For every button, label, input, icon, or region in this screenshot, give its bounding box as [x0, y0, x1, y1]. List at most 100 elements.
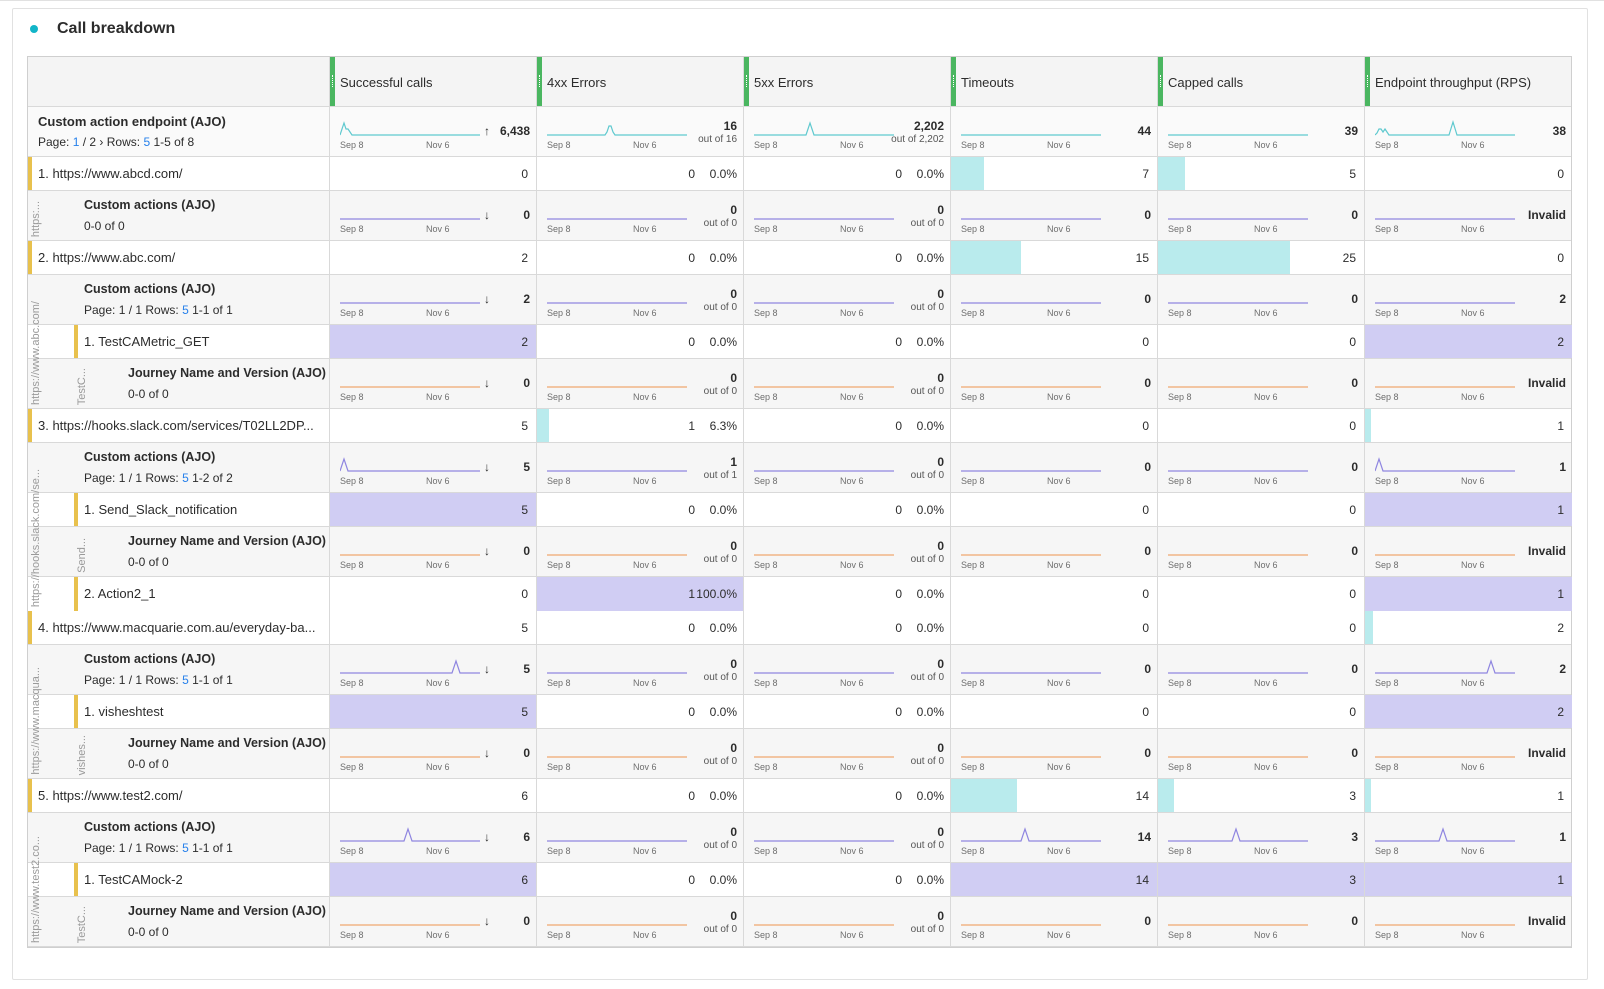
axis-start-label: Sep 8 [1168, 678, 1192, 688]
metric-cell-capped: 5 [1158, 157, 1365, 190]
dimension-row[interactable]: 1. visheshtest 5 0 0.0% 0 0.0% 0 0 2 [28, 695, 1572, 729]
sparkline [754, 924, 894, 926]
next-page-icon[interactable]: › [99, 135, 107, 149]
sparkline [1168, 924, 1308, 926]
drag-handle-icon[interactable] [951, 57, 956, 106]
group-block: 1. https://www.abcd.com/0 0 0.0% 0 0.0% 7 5 0 Cu… [28, 157, 1571, 241]
dimension-label[interactable]: 2. https://www.abc.com/ [28, 241, 330, 274]
dimension-item-text[interactable]: 1. Send_Slack_notification [84, 502, 238, 517]
dimension-row[interactable]: 3. https://hooks.slack.com/services/T02L… [28, 409, 1571, 443]
dimension-item-text[interactable]: 4. https://www.macquarie.com.au/everyday… [38, 620, 316, 635]
dimension-item-text[interactable]: 1. visheshtest [84, 704, 164, 719]
metric-value: 0 [1349, 503, 1356, 517]
header-row: Successful calls 4xx Errors 5xx Errors Time… [28, 57, 1571, 107]
breakdown-metric-value: 2 [1559, 662, 1566, 676]
column-header-label: Timeouts [961, 75, 1014, 90]
dimension-row[interactable]: 5. https://www.test2.com/6 0 0.0% 0 0.0% 14 3 1 [28, 779, 1571, 813]
column-header[interactable]: Successful calls [330, 57, 537, 106]
rows-select[interactable]: 5 [182, 303, 189, 317]
axis-start-label: Sep 8 [1168, 476, 1192, 486]
metric-value: 0 [895, 503, 902, 517]
totals-label: Custom action endpoint (AJO) Page: 1 / 2 … [28, 107, 330, 156]
dimension-item-text[interactable]: 5. https://www.test2.com/ [38, 788, 183, 803]
dimension-label[interactable]: 5. https://www.test2.com/ [28, 779, 330, 812]
dimension-label[interactable]: 1. visheshtest [28, 695, 330, 728]
drag-handle-icon[interactable] [744, 57, 749, 106]
rows-label: Rows: [106, 135, 144, 149]
column-header[interactable]: Endpoint throughput (RPS) [1365, 57, 1572, 106]
metric-value: 0 [1349, 419, 1356, 433]
metric-value: 1 [1557, 587, 1564, 601]
rows-select[interactable]: 5 [182, 841, 189, 855]
dimension-label[interactable]: 1. TestCAMock-2 [28, 863, 330, 896]
axis-start-label: Sep 8 [547, 392, 571, 402]
sparkline [754, 554, 894, 556]
axis-start-label: Sep 8 [1168, 560, 1192, 570]
axis-end-label: Nov 6 [1254, 560, 1278, 570]
page-current[interactable]: 1 [72, 135, 80, 149]
dimension-item-text[interactable]: 2. https://www.abc.com/ [38, 250, 176, 265]
axis-start-label: Sep 8 [754, 678, 778, 688]
dimension-item-text[interactable]: 1. TestCAMock-2 [84, 872, 183, 887]
dimension-item-text[interactable]: 1. TestCAMetric_GET [84, 334, 210, 349]
dimension-row[interactable]: 2. https://www.abc.com/2 0 0.0% 0 0.0% 15 25 0 [28, 241, 1571, 275]
metric-cell-success: 5 [330, 611, 537, 644]
dimension-label[interactable]: 1. https://www.abcd.com/ [28, 157, 330, 190]
metric-cell-e5: 0 0.0% [744, 409, 951, 442]
dimension-row[interactable]: 4. https://www.macquarie.com.au/everyday… [28, 611, 1571, 645]
dimension-label[interactable]: 3. https://hooks.slack.com/services/T02L… [28, 409, 330, 442]
axis-start-label: Sep 8 [547, 224, 571, 234]
axis-start-label: Sep 8 [340, 392, 364, 402]
dimension-row[interactable]: 1. TestCAMock-2 6 0 0.0% 0 0.0% 14 3 1 [28, 863, 1572, 897]
rows-select[interactable]: 5 [143, 135, 151, 149]
column-header[interactable]: Timeouts [951, 57, 1158, 106]
metric-value: 0 [895, 705, 902, 719]
out-of-label: out of 0 [910, 470, 944, 481]
dimension-title: Custom action endpoint (AJO) [38, 114, 226, 129]
row-marker [74, 863, 78, 896]
breakdown-metric-cell: Sep 8 Nov 6 0 out of 0 [744, 443, 951, 492]
item-sidebar: vishes... [74, 729, 90, 779]
axis-start-label: Sep 8 [547, 762, 571, 772]
metric-value: 0 [1557, 167, 1564, 181]
item-sidebar-text: TestC... [76, 905, 88, 943]
drag-handle-icon[interactable] [1158, 57, 1163, 106]
dimension-label[interactable]: 4. https://www.macquarie.com.au/everyday… [28, 611, 330, 644]
dimension-item-text[interactable]: 3. https://hooks.slack.com/services/T02L… [38, 418, 314, 433]
trend-down-icon: ↓ [484, 208, 490, 222]
sparkline [1375, 386, 1515, 388]
dimension-row[interactable]: 1. TestCAMetric_GET 2 0 0.0% 0 0.0% 0 0 2 [28, 325, 1572, 359]
breakdown-metric-value: 0 [937, 287, 944, 301]
breakdown-metric-cell: Sep 8 Nov 6 Invalid [1365, 527, 1572, 576]
dimension-item-text[interactable]: 1. https://www.abcd.com/ [38, 166, 183, 181]
dimension-row[interactable]: 1. https://www.abcd.com/0 0 0.0% 0 0.0% 7 5 0 [28, 157, 1571, 191]
dimension-row[interactable]: 1. Send_Slack_notification 5 0 0.0% 0 0.0% 0 0 1 [28, 493, 1572, 527]
column-header[interactable]: 4xx Errors [537, 57, 744, 106]
sparkline [340, 121, 480, 136]
dimension-item-text[interactable]: 2. Action2_1 [84, 586, 156, 601]
rows-select[interactable]: 5 [182, 673, 189, 687]
dimension-row[interactable]: 2. Action2_1 0 1 100.0% 0 0.0% 0 0 1 [28, 577, 1572, 611]
group-sidebar: https://www.macqua... [28, 645, 44, 779]
out-of-label: out of 0 [703, 672, 737, 683]
column-header-label: Capped calls [1168, 75, 1244, 90]
column-header[interactable]: 5xx Errors [744, 57, 951, 106]
dimension-label[interactable]: 1. TestCAMetric_GET [28, 325, 330, 358]
column-header[interactable]: Capped calls [1158, 57, 1365, 106]
drag-handle-icon[interactable] [1365, 57, 1370, 106]
rows-select[interactable]: 5 [182, 471, 189, 485]
breakdown-metric-cell: Sep 8 Nov 6 0 out of 0 [744, 813, 951, 862]
drag-handle-icon[interactable] [537, 57, 542, 106]
percent-bar [951, 779, 1017, 812]
sparkline [340, 659, 480, 674]
metric-total-value: 6,438 [499, 124, 530, 138]
metric-cell-capped: 0 [1158, 409, 1365, 442]
call-breakdown-panel [12, 8, 1588, 980]
drag-handle-icon[interactable] [330, 57, 335, 106]
sparkline [1375, 119, 1515, 136]
axis-end-label: Nov 6 [1461, 224, 1485, 234]
dimension-label[interactable]: 1. Send_Slack_notification [28, 493, 330, 526]
range-label: 0-0 of 0 [128, 555, 169, 569]
dimension-label[interactable]: 2. Action2_1 [28, 577, 330, 611]
metric-value: 3 [1349, 873, 1356, 887]
